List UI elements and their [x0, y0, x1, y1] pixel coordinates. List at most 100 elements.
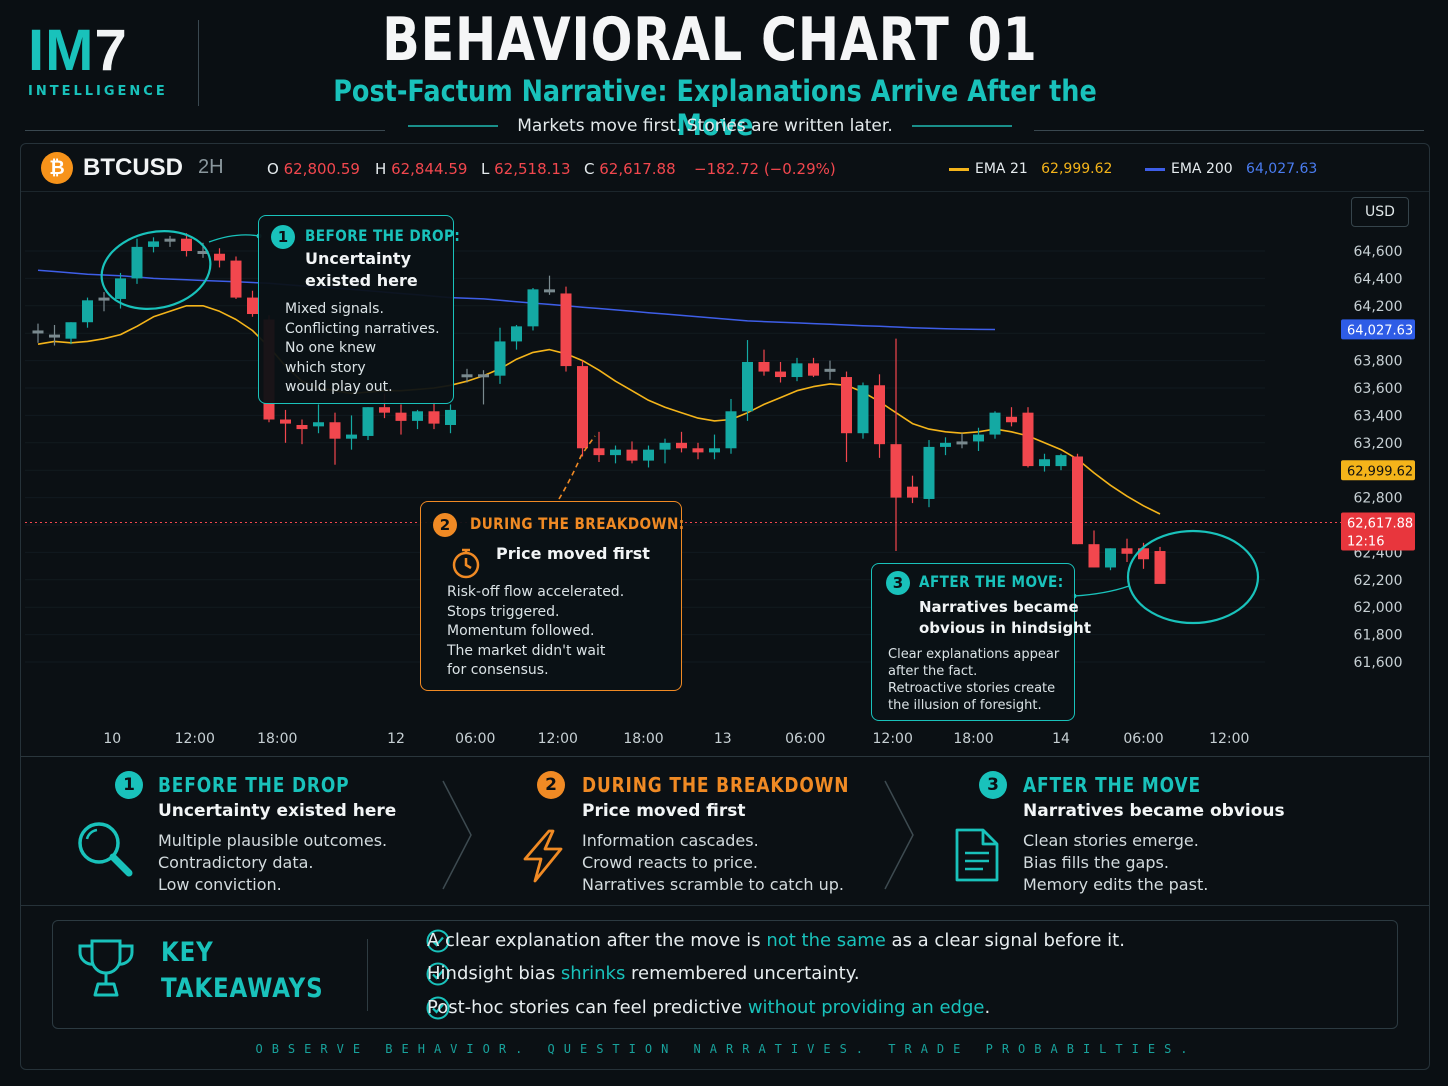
callout-1-lead: Uncertainty existed here — [305, 249, 418, 290]
candle-body — [32, 330, 44, 334]
candle — [709, 434, 720, 460]
last-price-badge: 62,617.88 12:16 — [1341, 512, 1415, 551]
takeaway-3: Post-hoc stories can feel predictive wit… — [427, 997, 991, 1018]
footer-tagline: OBSERVE BEHAVIOR. QUESTION NARRATIVES. T… — [255, 1042, 1197, 1056]
candle — [32, 323, 44, 343]
high-value: H 62,844.59 — [375, 160, 468, 178]
y-tick-label: 61,800 — [1354, 628, 1403, 644]
x-tick-label: 06:00 — [1123, 731, 1163, 747]
callout-3-lead: Narratives became obvious in hindsight — [919, 598, 1092, 637]
step-3-title: AFTER THE MOVE — [1023, 773, 1201, 797]
ema200-legend[interactable]: EMA 200 64,027.63 — [1145, 161, 1317, 177]
check-circle-icon — [426, 996, 450, 1020]
candle-body — [148, 241, 159, 247]
step-3-line-1: Clean stories emerge. — [1023, 831, 1199, 850]
step-3-number: 3 — [979, 771, 1007, 799]
candle — [362, 407, 374, 441]
y-tick-label: 64,400 — [1354, 271, 1403, 287]
x-tick-label: 18:00 — [257, 731, 297, 747]
candle — [676, 431, 687, 453]
candle-body — [940, 442, 951, 447]
y-tick-label: 63,600 — [1354, 381, 1403, 397]
header-rule-right — [1034, 130, 1424, 131]
magnifier-icon — [78, 822, 133, 877]
takeaways-box: KEY TAKEAWAYS A clear explanation after t… — [52, 920, 1398, 1029]
candle-body — [164, 238, 176, 242]
candle — [560, 286, 572, 372]
interval-label[interactable]: 2H — [198, 156, 224, 178]
callout-3-heading: AFTER THE MOVE: — [919, 572, 1064, 591]
candle — [49, 324, 60, 346]
candle-body — [725, 411, 737, 449]
step-1-number: 1 — [115, 771, 143, 799]
candle-body — [1022, 412, 1034, 467]
candle-body — [593, 448, 605, 456]
highlight-ellipse-top — [100, 230, 212, 310]
candle-body — [577, 366, 588, 449]
candle-body — [131, 246, 143, 279]
y-tick-label: 62,000 — [1354, 600, 1403, 616]
candle — [1121, 538, 1133, 562]
x-tick-label: 10 — [103, 731, 121, 747]
currency-selector[interactable]: USD — [1351, 197, 1409, 227]
candle-body — [379, 407, 390, 413]
y-tick-label: 64,200 — [1354, 299, 1403, 315]
candle-body — [214, 253, 225, 261]
x-tick-label: 12:00 — [873, 731, 913, 747]
candle — [329, 412, 341, 465]
ema21-price-badge: 62,999.62 — [1341, 460, 1415, 481]
ema21-price-badge-text: 62,999.62 — [1347, 464, 1413, 479]
candle — [940, 437, 951, 456]
step-1-title: BEFORE THE DROP — [158, 773, 350, 797]
candle-body — [659, 442, 671, 450]
candle — [742, 340, 753, 421]
candle-body — [709, 448, 720, 453]
candle — [824, 360, 836, 380]
candle — [989, 411, 1001, 439]
candle-body — [989, 412, 1001, 435]
stopwatch-icon — [452, 548, 480, 579]
candle-body — [313, 422, 324, 427]
takeaways-title: KEY TAKEAWAYS — [161, 937, 324, 1004]
candle — [247, 290, 258, 317]
im7-logo: IM7 INTELLIGENCE — [28, 22, 168, 100]
candle-body — [461, 374, 473, 378]
step-1-lead: Uncertainty existed here — [158, 801, 397, 821]
last-price-badge-bg — [1341, 512, 1415, 551]
candle — [527, 287, 539, 331]
logo-divider — [198, 20, 199, 106]
callout-during-breakdown: 2 DURING THE BREAKDOWN: Price moved firs… — [420, 501, 684, 691]
candle-body — [1121, 548, 1133, 554]
x-tick-label: 18:00 — [953, 731, 993, 747]
x-tick-label: 18:00 — [623, 731, 663, 747]
y-tick-label: 61,600 — [1354, 655, 1403, 671]
candle — [841, 371, 852, 462]
x-tick-label: 06:00 — [785, 731, 825, 747]
step-2-lead: Price moved first — [582, 801, 746, 821]
candle — [1088, 530, 1100, 568]
candle — [659, 438, 671, 464]
candle-body — [49, 334, 60, 338]
header-rule-left — [25, 130, 385, 131]
check-circle-icon — [426, 929, 450, 953]
logo-mark-7: 7 — [94, 18, 128, 83]
ema21-legend[interactable]: EMA 21 62,999.62 — [949, 161, 1112, 177]
candle-body — [758, 361, 770, 372]
symbol-label[interactable]: BTCUSD — [83, 154, 183, 181]
candle-body — [1088, 544, 1100, 568]
candle — [461, 368, 473, 383]
candle — [131, 238, 143, 284]
candle-body — [808, 363, 819, 376]
candle — [808, 357, 819, 378]
candle — [478, 370, 489, 405]
candle-body — [1039, 459, 1050, 467]
callout-3-connector — [1073, 585, 1130, 597]
y-tick-label: 62,200 — [1354, 573, 1403, 589]
candle — [65, 322, 77, 345]
last-price-badge-text: 62,617.88 — [1347, 517, 1413, 532]
price-chart[interactable]: 64,60064,40064,20064,00063,80063,60063,4… — [21, 144, 1429, 757]
candle — [346, 415, 357, 450]
candle-body — [181, 238, 192, 251]
ema21-line — [37, 305, 1161, 515]
candle — [1006, 407, 1017, 427]
